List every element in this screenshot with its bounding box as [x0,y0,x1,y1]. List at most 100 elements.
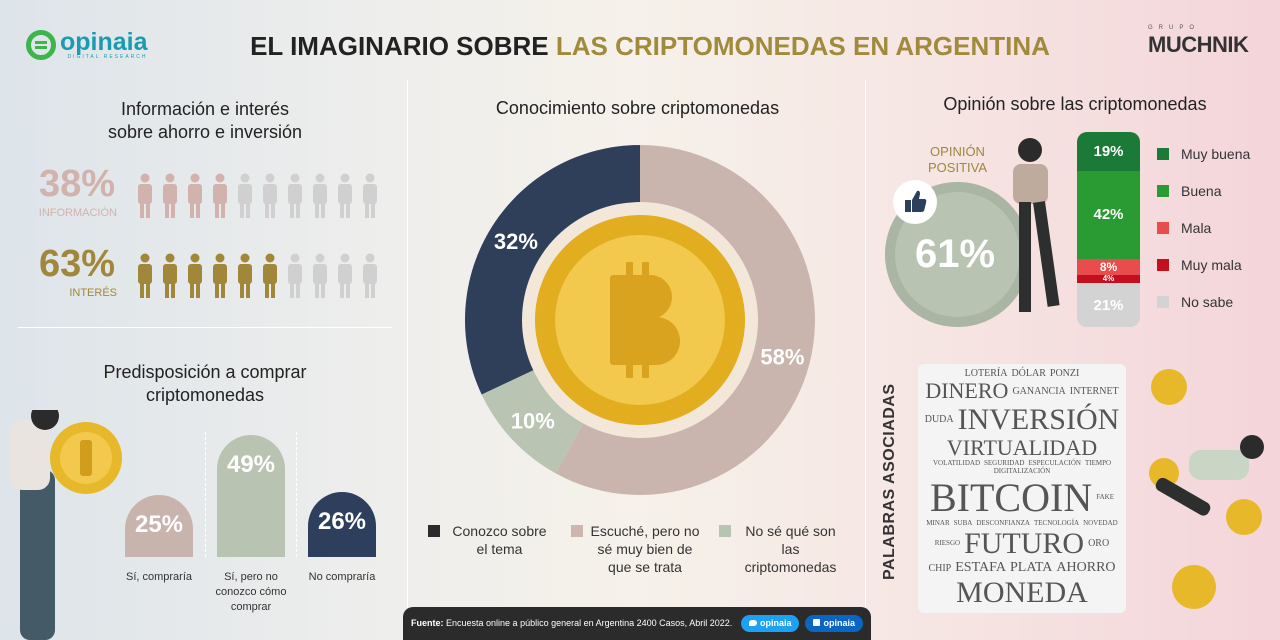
partner-small: GRUPO [1148,25,1201,31]
person-icon [138,173,152,218]
wordcloud-title: PALABRAS ASOCIADAS [881,383,898,580]
woman-with-coin-illustration [10,410,122,640]
predisposition-label: Sí, compraría [125,571,193,583]
twitter-link[interactable]: opinaia [740,615,800,632]
divider [407,80,408,610]
person-icon [163,173,177,218]
legend-swatch [571,525,583,537]
divider [18,327,392,328]
cloud-word: INTERNET [1069,385,1119,397]
info-title: Información e interés sobre ahorro e inv… [20,98,390,144]
opinion-title: Opinión sobre las criptomonedas [943,94,1207,114]
predisposition-title: Predisposición a comprar criptomonedas [80,361,330,407]
cloud-word: BITCOIN [930,474,1093,520]
legend-label: Escuché, pero no sé muy bien de que se t… [590,523,700,575]
opinion-bar-segment: 42% [1077,171,1140,259]
predisposition-title-line: criptomonedas [145,385,265,405]
opinion-legend-item: No sabe [1157,293,1250,311]
cloud-word: FAKE [1096,492,1114,501]
knowledge-legend: Conozco sobre el tema Escuché, pero no sé… [428,522,844,576]
person-icon [188,173,202,218]
page-title: EL IMAGINARIO SOBRE LAS CRIPTOMONEDAS EN… [170,30,1130,62]
cloud-word: DESCONFIANZA [976,518,1030,527]
cloud-word: RIESGO [934,539,961,548]
positive-label-line: OPINIÓN [930,144,985,159]
legend-label: Buena [1181,183,1222,199]
people-row [135,253,380,299]
divider [865,80,866,610]
person-icon [238,173,252,218]
person-icon [138,253,152,298]
info-value: 38% [38,163,115,205]
opinion-bar-segment: 8% [1077,258,1140,276]
cloud-word: DUDA [924,414,954,426]
person-icon [238,253,252,298]
legend-swatch [719,525,731,537]
person-icon [163,253,177,298]
cloud-word: AHORRO [1056,560,1116,576]
legend-label: Mala [1181,220,1212,236]
opinaia-logo: opinaia DIGITAL RESEARCH [26,30,148,60]
logo-name: opinaia [60,28,148,56]
legend-label: No sé qué son las criptomonedas [744,523,837,575]
predisposition-bar: 25% [125,494,193,557]
cloud-word: LOTERÍA [964,368,1008,379]
opinion-bar-segment: 4% [1077,275,1140,284]
donut-label: 58% [760,345,804,370]
cloud-word: NOVEDAD [1083,518,1118,527]
info-value: 63% [38,243,115,285]
legend-swatch [1157,148,1169,160]
info-title-line: Información e interés [120,99,290,119]
cloud-word: DÓLAR [1011,368,1046,379]
info-label: INTERÉS [69,287,117,299]
person-icon [338,173,352,218]
opinion-stacked-bar: 19% 42% 8% 4% 21% [1077,132,1140,327]
linkedin-link[interactable]: opinaia [805,615,863,632]
info-title-line: sobre ahorro e inversión [107,122,303,142]
predisposition-bar: 26% [308,492,376,557]
person-icon [213,173,227,218]
opinion-legend-item: Mala [1157,219,1250,237]
cloud-word: TECNOLOGÍA [1033,518,1080,527]
title-part-2: LAS CRIPTOMONEDAS EN ARGENTINA [555,31,1050,61]
opinion-bar-segment: 19% [1077,132,1140,172]
opinion-legend-item: Muy mala [1157,256,1250,274]
cloud-word: MINAR [926,518,950,527]
predisposition-label: No compraría [308,571,376,583]
source-text: Encuesta online a público general en Arg… [446,618,733,628]
legend-label: No sabe [1181,294,1234,310]
dashed-divider [296,432,297,557]
source-label: Fuente: [411,618,444,628]
legend-swatch [1157,259,1169,271]
opinion-legend-item: Buena [1157,182,1250,200]
word-cloud: LOTERÍA DÓLAR PONZI DINERO GANANCIA INTERNET D… [918,364,1126,613]
person-icon [363,253,377,298]
partner-name: MUCHNIK [1148,32,1249,57]
person-icon [188,253,202,298]
legend-label: Muy buena [1181,146,1251,162]
bitcoin-symbol-icon [610,262,680,378]
legend-swatch [428,525,440,537]
man-illustration [1013,138,1060,312]
people-row [135,173,380,219]
legend-swatch [1157,222,1169,234]
legend-item: Conozco sobre el tema [428,522,553,576]
muchnik-logo: GRUPO MUCHNIK [1148,24,1249,58]
thumbs-up-icon [893,180,937,224]
predisposition-bar: 49% [217,434,285,557]
opinion-legend: Muy buena Buena Mala Muy mala No sabe [1157,145,1250,311]
chat-bubble-icon [26,30,56,60]
cloud-word: ESTAFA [955,560,1006,576]
person-icon [338,253,352,298]
cloud-word: ORO [1088,538,1110,550]
legend-label: Conozco sobre el tema [452,523,547,557]
cloud-word: DIGITALIZACIÓN [993,467,1051,476]
predisposition-title-line: Predisposición a comprar [103,362,307,382]
legend-label: Muy mala [1181,257,1242,273]
cloud-word: GANANCIA [1012,385,1066,397]
person-icon [363,173,377,218]
cloud-word: VIRTUALIDAD [946,435,1098,461]
legend-item: No sé qué son las criptomonedas [719,522,844,576]
info-label: INFORMACIÓN [38,207,117,219]
cloud-word: INVERSIÓN [957,403,1120,437]
